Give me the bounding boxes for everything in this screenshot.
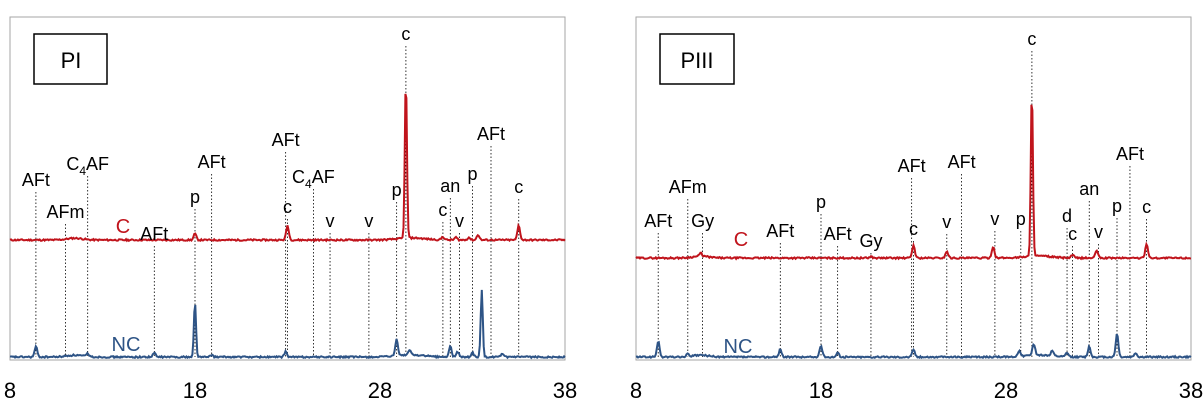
peak-label: AFt [948, 152, 976, 172]
x-tick-label: 8 [4, 378, 16, 403]
series-c-line [635, 104, 1192, 261]
peak-label: c [283, 197, 292, 217]
x-tick-label: 18 [809, 378, 833, 403]
peak-label: C4AF [66, 154, 109, 178]
x-tick-label: 28 [368, 378, 392, 403]
peak-label: c [909, 219, 918, 239]
peak-label: an [1079, 179, 1099, 199]
peak-label: c [1068, 224, 1077, 244]
plot-frame [9, 16, 566, 361]
peak-label: v [455, 211, 464, 231]
x-tick-label: 38 [1179, 378, 1203, 403]
peak-label: AFm [669, 177, 707, 197]
peak-label: c [514, 177, 523, 197]
peak-label: AFt [22, 170, 50, 190]
panel-label: PIII [680, 48, 713, 73]
series-label-c: C [116, 216, 130, 238]
peak-label: p [1016, 209, 1026, 229]
peak-label: AFt [766, 221, 794, 241]
peak-label: AFt [477, 124, 505, 144]
peak-label: AFt [272, 130, 300, 150]
peak-label: AFt [644, 211, 672, 231]
peak-label: AFm [47, 202, 85, 222]
panel-label: PI [61, 48, 82, 73]
peak-label: c [401, 24, 410, 44]
series-c-line [9, 93, 566, 243]
peak-label: v [1094, 222, 1103, 242]
peak-label: AFt [198, 152, 226, 172]
panel-label-box [659, 33, 735, 85]
series-label-nc: NC [724, 336, 753, 358]
peak-label: v [990, 209, 999, 229]
peak-label: v [326, 211, 335, 231]
x-tick-label: 28 [994, 378, 1018, 403]
peak-label: p [816, 192, 826, 212]
x-tick-label: 8 [630, 378, 642, 403]
peak-label: c [1142, 197, 1151, 217]
peak-label: AFt [1116, 144, 1144, 164]
peak-label: c [1027, 29, 1036, 49]
peak-label: an [440, 176, 460, 196]
x-tick-label: 38 [553, 378, 577, 403]
series-nc-line [9, 289, 566, 360]
series-label-nc: NC [112, 334, 141, 356]
peak-label: AFt [824, 224, 852, 244]
peak-label: c [438, 200, 447, 220]
peak-label: v [364, 211, 373, 231]
peak-label: Gy [691, 211, 714, 231]
panel-label-box [33, 33, 108, 85]
series-nc-line [635, 333, 1192, 360]
peak-label: p [1112, 196, 1122, 216]
plot-frame [635, 16, 1192, 361]
peak-label: d [1062, 206, 1072, 226]
peak-label: Gy [859, 231, 882, 251]
peak-label: C4AF [292, 167, 335, 191]
series-label-c: C [734, 229, 748, 251]
peak-label: AFt [898, 156, 926, 176]
x-tick-label: 18 [183, 378, 207, 403]
peak-label: v [942, 212, 951, 232]
peak-label: p [392, 180, 402, 200]
peak-label: AFt [140, 224, 168, 244]
peak-label: p [190, 187, 200, 207]
peak-label: p [467, 164, 477, 184]
